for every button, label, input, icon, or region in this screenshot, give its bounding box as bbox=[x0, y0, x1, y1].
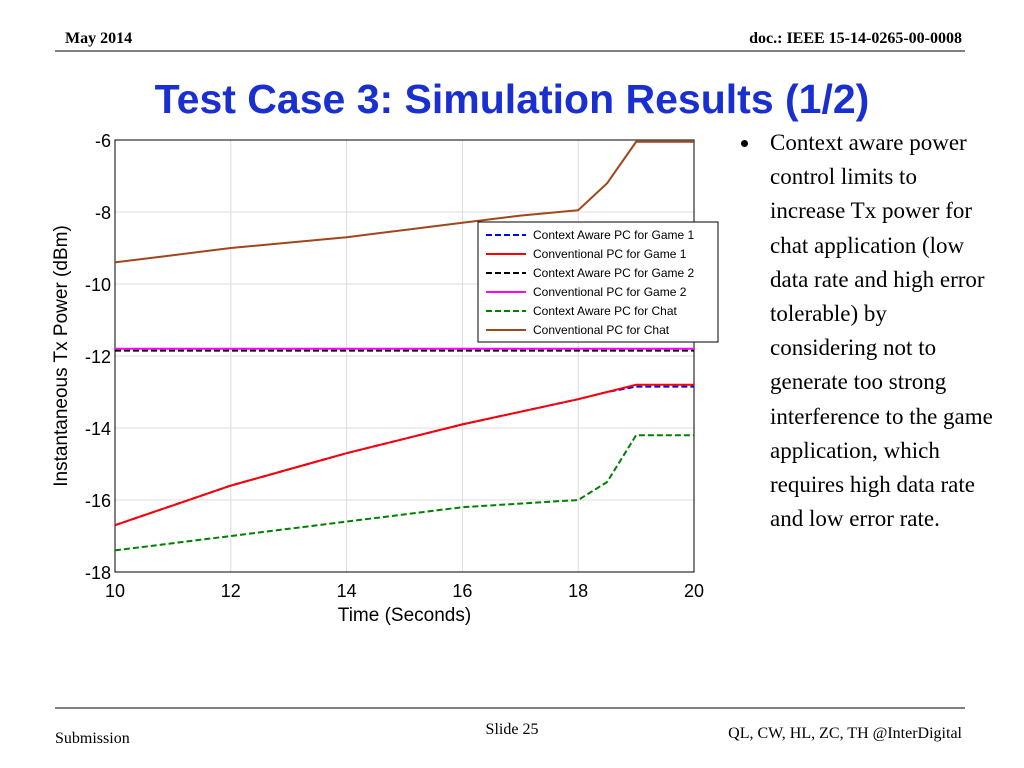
footer-right: QL, CW, HL, ZC, TH @InterDigital bbox=[728, 725, 962, 742]
legend-label: Conventional PC for Game 1 bbox=[533, 247, 687, 261]
legend-box bbox=[477, 221, 719, 343]
bullet-dot bbox=[741, 140, 748, 147]
series-line bbox=[114, 140, 694, 264]
y-tick-label: -10 bbox=[85, 275, 111, 295]
x-tick-label: 16 bbox=[452, 581, 472, 601]
legend-label: Context Aware PC for Game 2 bbox=[533, 266, 695, 280]
legend-label: Conventional PC for Game 2 bbox=[533, 285, 687, 299]
x-tick-label: 12 bbox=[221, 581, 241, 601]
y-tick-label: -12 bbox=[85, 347, 111, 367]
slide-title: Test Case 3: Simulation Results (1/2) bbox=[155, 76, 870, 122]
footer-left: Submission bbox=[55, 730, 130, 747]
x-tick-label: 18 bbox=[568, 581, 588, 601]
x-tick-label: 10 bbox=[105, 581, 125, 601]
legend-label: Context Aware PC for Chat bbox=[533, 304, 678, 318]
plot-frame bbox=[114, 139, 695, 573]
y-tick-label: -8 bbox=[95, 203, 111, 223]
header-date: May 2014 bbox=[65, 30, 132, 47]
y-tick-label: -14 bbox=[85, 419, 111, 439]
series-line bbox=[114, 383, 694, 527]
x-axis-label: Time (Seconds) bbox=[338, 605, 471, 626]
legend-label: Context Aware PC for Game 1 bbox=[533, 228, 695, 242]
y-tick-label: -16 bbox=[85, 491, 111, 511]
footer-center: Slide 25 bbox=[486, 721, 539, 738]
x-tick-label: 20 bbox=[684, 581, 704, 601]
x-tick-label: 14 bbox=[337, 581, 357, 601]
y-tick-label: -18 bbox=[85, 563, 111, 583]
legend-label: Conventional PC for Chat bbox=[533, 323, 670, 337]
series-line bbox=[114, 434, 694, 552]
bullet-text: Context aware power control limits to in… bbox=[770, 130, 993, 532]
header-doc: doc.: IEEE 15-14-0265-00-0008 bbox=[749, 30, 962, 47]
y-tick-label: -6 bbox=[95, 131, 111, 151]
y-axis-label: Instantaneous Tx Power (dBm) bbox=[51, 225, 72, 487]
